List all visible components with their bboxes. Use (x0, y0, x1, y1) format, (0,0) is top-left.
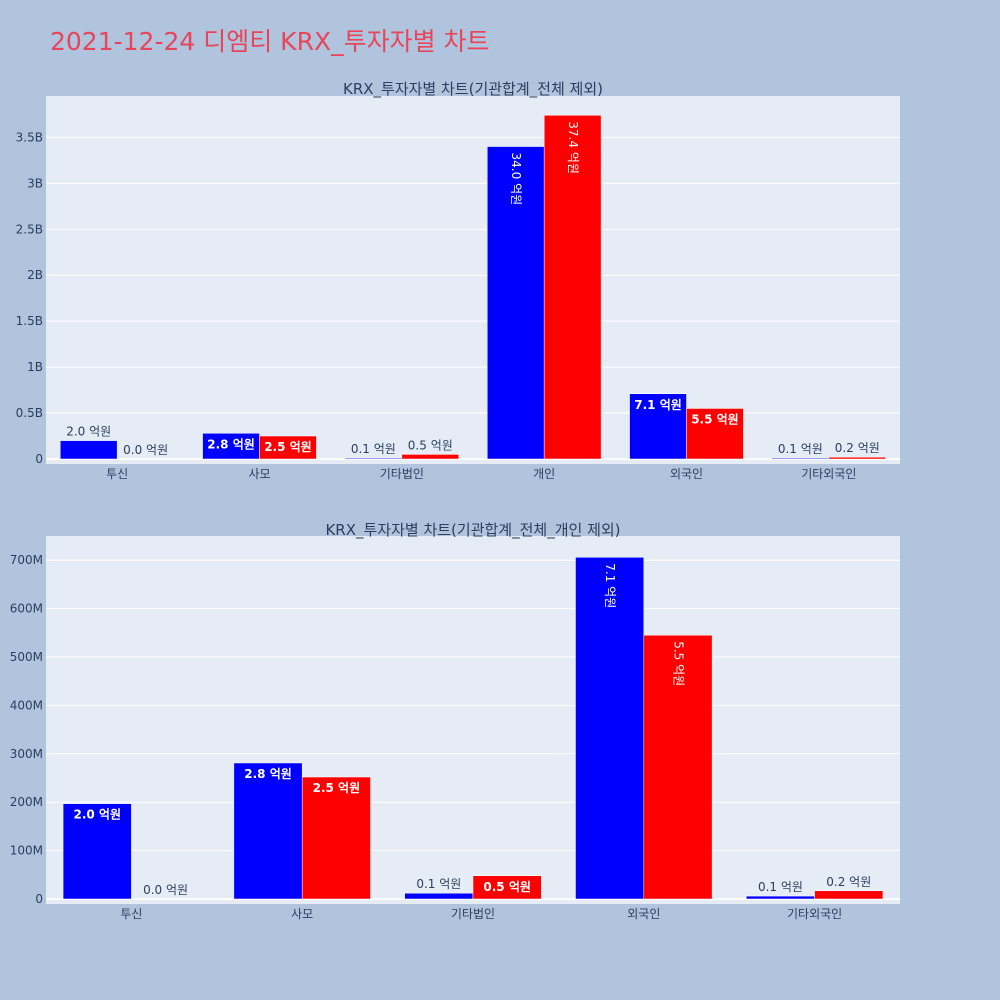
bar-data-label: 2.0 억원 (73, 808, 121, 822)
bar-data-label: 0.1 억원 (416, 877, 461, 891)
bar-red (643, 634, 713, 900)
y-tick-label: 300M (10, 747, 43, 761)
bar-red (401, 454, 460, 460)
bar-data-label: 37.4 억원 (566, 121, 580, 174)
plot-area (46, 96, 900, 464)
bar-data-label: 0.1 억원 (778, 442, 823, 456)
bar-blue (629, 393, 687, 460)
bar-data-label: 2.5 억원 (313, 781, 361, 795)
bar-blue (575, 557, 645, 900)
bar-blue (486, 146, 545, 460)
y-tick-label: 0 (35, 452, 43, 466)
bar-data-label: 2.5 억원 (264, 440, 312, 454)
bar-data-label: 2.8 억원 (244, 767, 292, 781)
bar-red (472, 875, 542, 900)
bar-red (543, 115, 602, 460)
bar-blue (746, 895, 815, 900)
bar-red (686, 408, 744, 460)
bar-red (259, 435, 317, 460)
bar-red (301, 776, 371, 900)
bar-data-label: 0.1 억원 (351, 442, 396, 456)
x-tick-label: 투신 (120, 907, 142, 921)
x-tick-label: 외국인 (627, 907, 660, 921)
y-tick-label: 700M (10, 553, 43, 567)
bar-data-label: 5.5 억원 (671, 641, 685, 686)
y-tick-label: 1B (27, 360, 43, 374)
page-title: 2021-12-24 디엠티 KRX_투자자별 차트 (50, 27, 490, 56)
bar-data-label: 0.2 억원 (826, 875, 871, 889)
bar-data-label: 0.2 억원 (835, 441, 880, 455)
x-tick-label: 기타법인 (451, 907, 495, 921)
bar-data-label: 0.1 억원 (758, 880, 803, 894)
bar-blue (59, 440, 118, 460)
y-tick-label: 3B (27, 176, 43, 190)
x-tick-label: 사모 (291, 907, 313, 921)
bar-blue (233, 762, 303, 900)
chart-investor-all: 0 0.5B 1B 1.5B 2B 2.5B 3B 3.5B KRX_투자자별 차트(기관합계_… (16, 80, 900, 481)
y-tick-label: 200M (10, 795, 43, 809)
y-tick-label: 1.5B (16, 314, 43, 328)
y-tick-label: 0 (35, 892, 43, 906)
bar-blue (62, 803, 132, 900)
y-tick-label: 500M (10, 650, 43, 664)
y-tick-label: 0.5B (16, 406, 43, 420)
bar-data-label: 0.5 억원 (483, 880, 531, 894)
bar-data-label: 7.1 억원 (603, 563, 617, 608)
x-tick-label: 투신 (106, 467, 128, 481)
bar-data-label: 34.0 억원 (509, 153, 523, 206)
y-tick-label: 400M (10, 698, 43, 712)
x-tick-label: 외국인 (670, 467, 703, 481)
y-tick-label: 2.5B (16, 222, 43, 236)
bar-red (814, 890, 884, 900)
plot-area (46, 536, 900, 904)
bar-data-label: 7.1 억원 (634, 398, 682, 412)
y-tick-label: 600M (10, 602, 43, 616)
chart-title: KRX_투자자별 차트(기관합계_전체 제외) (343, 80, 603, 99)
bar-data-label: 5.5 억원 (691, 412, 739, 426)
x-tick-label: 기타외국인 (801, 467, 856, 481)
y-tick-label: 2B (27, 268, 43, 282)
x-tick-label: 사모 (248, 467, 270, 481)
bar-data-label: 0.5 억원 (408, 438, 453, 452)
x-tick-label: 기타법인 (380, 467, 424, 481)
bar-blue (404, 892, 474, 900)
x-tick-label: 개인 (533, 467, 555, 481)
chart-investor-excl-individual: 0 100M 200M 300M 400M 500M 600M 700M KRX_투자자별 차트… (10, 521, 900, 921)
bar-red (828, 456, 887, 460)
y-tick-label: 3.5B (16, 130, 43, 144)
bar-data-label: 2.0 억원 (66, 425, 111, 439)
bar-data-label: 0.0 억원 (123, 443, 168, 457)
bar-data-label: 2.8 억원 (207, 437, 255, 451)
y-tick-label: 100M (10, 844, 43, 858)
x-tick-label: 기타외국인 (787, 907, 842, 921)
bar-data-label: 0.0 억원 (143, 883, 188, 897)
chart-title: KRX_투자자별 차트(기관합계_전체_개인 제외) (325, 521, 620, 540)
